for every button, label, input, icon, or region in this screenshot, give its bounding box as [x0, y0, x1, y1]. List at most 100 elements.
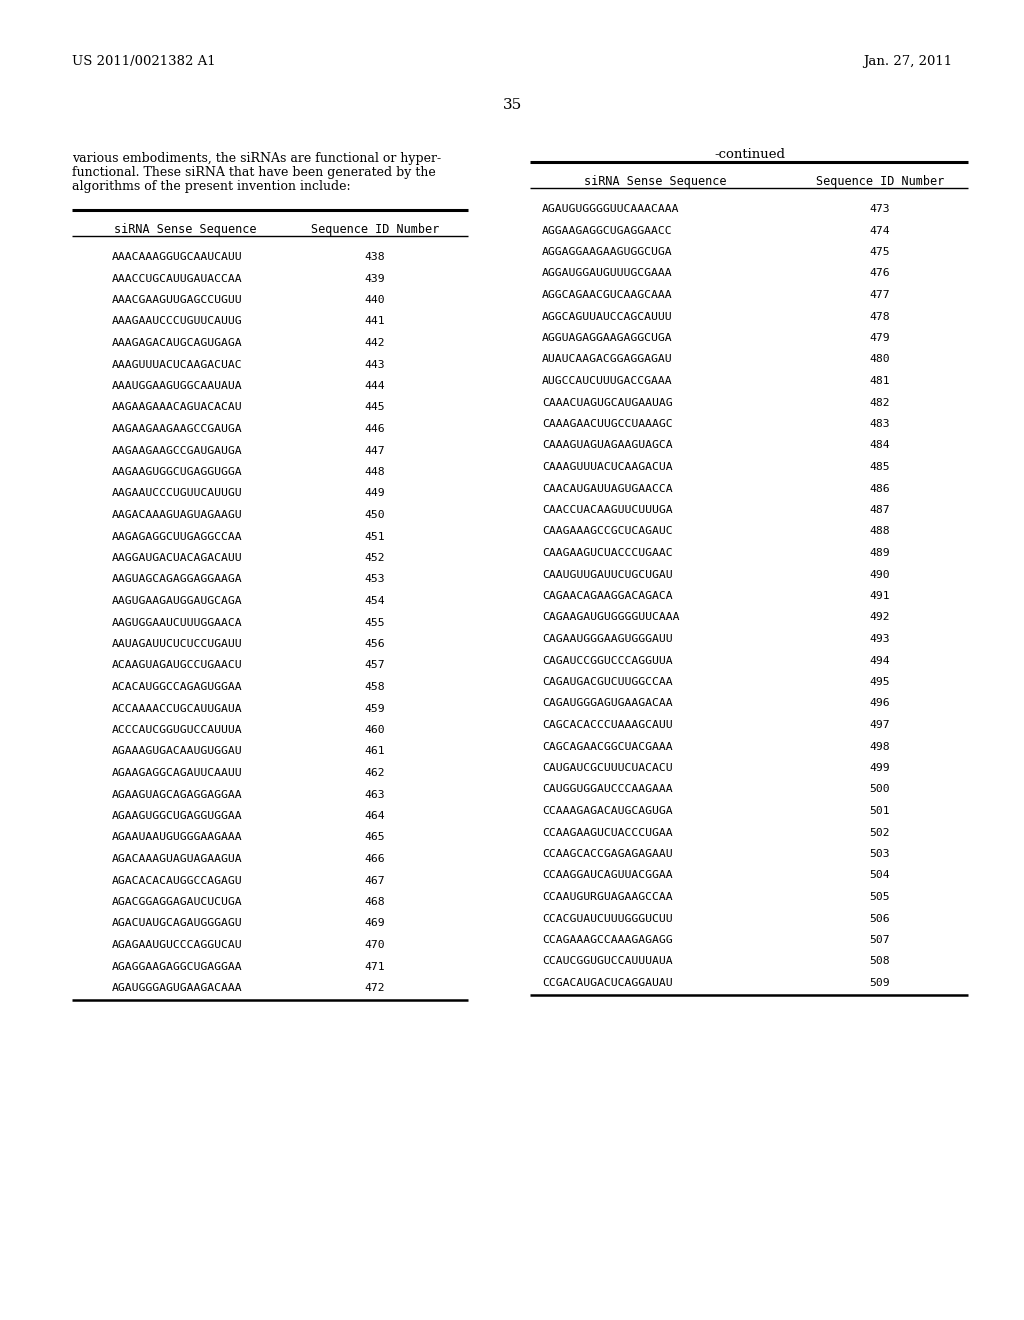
Text: CAACAUGAUUAGUGAACCA: CAACAUGAUUAGUGAACCA — [542, 483, 673, 494]
Text: AAUAGAUUCUCUCCUGAUU: AAUAGAUUCUCUCCUGAUU — [112, 639, 243, 649]
Text: 505: 505 — [869, 892, 890, 902]
Text: AAGAAGUGGCUGAGGUGGA: AAGAAGUGGCUGAGGUGGA — [112, 467, 243, 477]
Text: 452: 452 — [365, 553, 385, 564]
Text: 470: 470 — [365, 940, 385, 950]
Text: 476: 476 — [869, 268, 890, 279]
Text: 446: 446 — [365, 424, 385, 434]
Text: 443: 443 — [365, 359, 385, 370]
Text: 487: 487 — [869, 506, 890, 515]
Text: 461: 461 — [365, 747, 385, 756]
Text: AUAUCAAGACGGAGGAGAU: AUAUCAAGACGGAGGAGAU — [542, 355, 673, 364]
Text: 463: 463 — [365, 789, 385, 800]
Text: CCAUCGGUGUCCAUUUAUA: CCAUCGGUGUCCAUUUAUA — [542, 957, 673, 966]
Text: 453: 453 — [365, 574, 385, 585]
Text: 442: 442 — [365, 338, 385, 348]
Text: 465: 465 — [365, 833, 385, 842]
Text: CCGACAUGACUCAGGAUAU: CCGACAUGACUCAGGAUAU — [542, 978, 673, 987]
Text: 449: 449 — [365, 488, 385, 499]
Text: 460: 460 — [365, 725, 385, 735]
Text: US 2011/0021382 A1: US 2011/0021382 A1 — [72, 55, 216, 69]
Text: AAGUAGCAGAGGAGGAAGA: AAGUAGCAGAGGAGGAAGA — [112, 574, 243, 585]
Text: AAAGAAUCCCUGUUCAUUG: AAAGAAUCCCUGUUCAUUG — [112, 317, 243, 326]
Text: 35: 35 — [503, 98, 521, 112]
Text: ACCAAAACCUGCAUUGAUA: ACCAAAACCUGCAUUGAUA — [112, 704, 243, 714]
Text: AGAUGGGAGUGAAGACAAA: AGAUGGGAGUGAAGACAAA — [112, 983, 243, 993]
Text: 469: 469 — [365, 919, 385, 928]
Text: 491: 491 — [869, 591, 890, 601]
Text: algorithms of the present invention include:: algorithms of the present invention incl… — [72, 180, 350, 193]
Text: AUGCCAUCUUUGACCGAAA: AUGCCAUCUUUGACCGAAA — [542, 376, 673, 385]
Text: 474: 474 — [869, 226, 890, 235]
Text: 478: 478 — [869, 312, 890, 322]
Text: various embodiments, the siRNAs are functional or hyper-: various embodiments, the siRNAs are func… — [72, 152, 441, 165]
Text: 496: 496 — [869, 698, 890, 709]
Text: CAGAUCCGGUCCCAGGUUA: CAGAUCCGGUCCCAGGUUA — [542, 656, 673, 665]
Text: 492: 492 — [869, 612, 890, 623]
Text: 441: 441 — [365, 317, 385, 326]
Text: 448: 448 — [365, 467, 385, 477]
Text: AGACUAUGCAGAUGGGAGU: AGACUAUGCAGAUGGGAGU — [112, 919, 243, 928]
Text: AGAAGAGGCAGAUUCAAUU: AGAAGAGGCAGAUUCAAUU — [112, 768, 243, 777]
Text: 479: 479 — [869, 333, 890, 343]
Text: CAAUGUUGAUUCUGCUGAU: CAAUGUUGAUUCUGCUGAU — [542, 569, 673, 579]
Text: AGACGGAGGAGAUCUCUGA: AGACGGAGGAGAUCUCUGA — [112, 898, 243, 907]
Text: 480: 480 — [869, 355, 890, 364]
Text: 488: 488 — [869, 527, 890, 536]
Text: ACACAUGGCCAGAGUGGAA: ACACAUGGCCAGAGUGGAA — [112, 682, 243, 692]
Text: AAAGAGACAUGCAGUGAGA: AAAGAGACAUGCAGUGAGA — [112, 338, 243, 348]
Text: 454: 454 — [365, 597, 385, 606]
Text: 507: 507 — [869, 935, 890, 945]
Text: 440: 440 — [365, 294, 385, 305]
Text: 508: 508 — [869, 957, 890, 966]
Text: CAAAGUUUACUCAAGACUA: CAAAGUUUACUCAAGACUA — [542, 462, 673, 473]
Text: AGGCAGAACGUCAAGCAAA: AGGCAGAACGUCAAGCAAA — [542, 290, 673, 300]
Text: AGAGGAAGAGGCUGAGGAA: AGAGGAAGAGGCUGAGGAA — [112, 961, 243, 972]
Text: 482: 482 — [869, 397, 890, 408]
Text: AGGAAGAGGCUGAGGAACC: AGGAAGAGGCUGAGGAACC — [542, 226, 673, 235]
Text: AAGAAGAAACAGUACACAU: AAGAAGAAACAGUACACAU — [112, 403, 243, 412]
Text: 450: 450 — [365, 510, 385, 520]
Text: 498: 498 — [869, 742, 890, 751]
Text: 438: 438 — [365, 252, 385, 261]
Text: CAUGAUCGCUUUCUACACU: CAUGAUCGCUUUCUACACU — [542, 763, 673, 774]
Text: 495: 495 — [869, 677, 890, 686]
Text: AGAGAAUGUCCCAGGUCAU: AGAGAAUGUCCCAGGUCAU — [112, 940, 243, 950]
Text: 467: 467 — [365, 875, 385, 886]
Text: 466: 466 — [365, 854, 385, 865]
Text: 473: 473 — [869, 205, 890, 214]
Text: 464: 464 — [365, 810, 385, 821]
Text: AAACAAAGGUGCAAUCAUU: AAACAAAGGUGCAAUCAUU — [112, 252, 243, 261]
Text: CCAAUGURGUAGAAGCCAA: CCAAUGURGUAGAAGCCAA — [542, 892, 673, 902]
Text: 458: 458 — [365, 682, 385, 692]
Text: AAGAAGAAGAAGCCGAUGA: AAGAAGAAGAAGCCGAUGA — [112, 424, 243, 434]
Text: 439: 439 — [365, 273, 385, 284]
Text: AAGGAUGACUACAGACAUU: AAGGAUGACUACAGACAUU — [112, 553, 243, 564]
Text: AAGAAUCCCUGUUCAUUGU: AAGAAUCCCUGUUCAUUGU — [112, 488, 243, 499]
Text: 455: 455 — [365, 618, 385, 627]
Text: AGAUGUGGGGUUCAAACAAA: AGAUGUGGGGUUCAAACAAA — [542, 205, 680, 214]
Text: AGACACACAUGGCCAGAGU: AGACACACAUGGCCAGAGU — [112, 875, 243, 886]
Text: AGAAUAAUGUGGGAAGAAA: AGAAUAAUGUGGGAAGAAA — [112, 833, 243, 842]
Text: 504: 504 — [869, 870, 890, 880]
Text: CAGAAGAUGUGGGGUUCAAA: CAGAAGAUGUGGGGUUCAAA — [542, 612, 680, 623]
Text: CAAGAAAGCCGCUCAGAUC: CAAGAAAGCCGCUCAGAUC — [542, 527, 673, 536]
Text: AGAAGUGGCUGAGGUGGAA: AGAAGUGGCUGAGGUGGAA — [112, 810, 243, 821]
Text: 457: 457 — [365, 660, 385, 671]
Text: AGAAAGUGACAAUGUGGAU: AGAAAGUGACAAUGUGGAU — [112, 747, 243, 756]
Text: AGGCAGUUAUCCAGCAUUU: AGGCAGUUAUCCAGCAUUU — [542, 312, 673, 322]
Text: AGGAUGGAUGUUUGCGAAA: AGGAUGGAUGUUUGCGAAA — [542, 268, 673, 279]
Text: 497: 497 — [869, 719, 890, 730]
Text: Jan. 27, 2011: Jan. 27, 2011 — [863, 55, 952, 69]
Text: AAACCUGCAUUGAUACCAA: AAACCUGCAUUGAUACCAA — [112, 273, 243, 284]
Text: 485: 485 — [869, 462, 890, 473]
Text: 509: 509 — [869, 978, 890, 987]
Text: -continued: -continued — [715, 148, 785, 161]
Text: 486: 486 — [869, 483, 890, 494]
Text: functional. These siRNA that have been generated by the: functional. These siRNA that have been g… — [72, 166, 436, 180]
Text: CAAACUAGUGCAUGAAUAG: CAAACUAGUGCAUGAAUAG — [542, 397, 673, 408]
Text: AGACAAAGUAGUAGAAGUA: AGACAAAGUAGUAGAAGUA — [112, 854, 243, 865]
Text: 501: 501 — [869, 807, 890, 816]
Text: 506: 506 — [869, 913, 890, 924]
Text: 481: 481 — [869, 376, 890, 385]
Text: 447: 447 — [365, 446, 385, 455]
